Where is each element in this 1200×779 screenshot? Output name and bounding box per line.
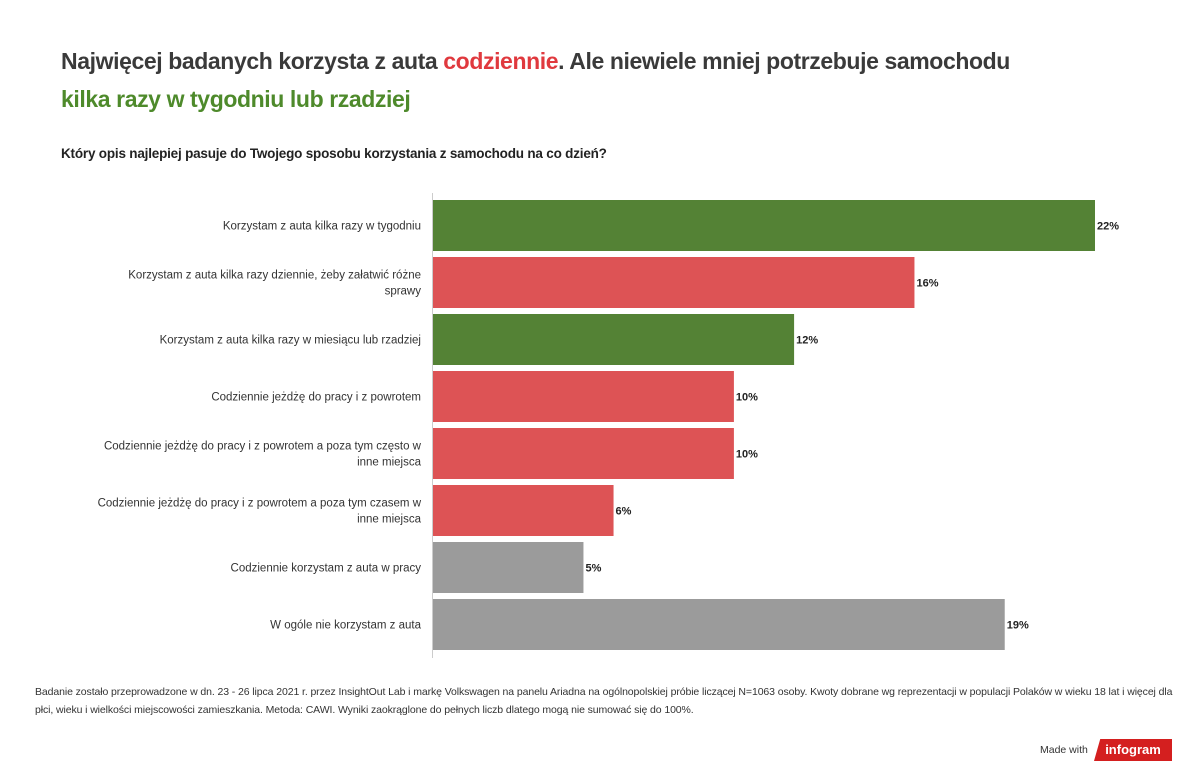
data-label: 16%: [916, 278, 938, 290]
data-label: 10%: [736, 449, 758, 461]
bar: [433, 257, 915, 308]
bar: [433, 371, 734, 422]
bar: [433, 485, 614, 536]
chart-title: Najwięcej badanych korzysta z auta codzi…: [61, 42, 1141, 118]
bar: [433, 200, 1095, 251]
data-label: 12%: [796, 335, 818, 347]
category-label: Korzystam z auta kilka razy w miesiącu l…: [160, 335, 421, 347]
bar: [433, 314, 795, 365]
title-highlight-red: codziennie: [443, 48, 559, 74]
bar: [433, 542, 584, 593]
infogram-logo[interactable]: infogram: [1094, 739, 1172, 761]
title-highlight-green: kilka razy w tygodniu lub rzadziej: [61, 86, 411, 112]
category-label: Korzystam z auta kilka razy w tygodniu: [223, 221, 421, 233]
footnote: Badanie zostało przeprowadzone w dn. 23 …: [35, 686, 1173, 716]
data-label: 5%: [585, 563, 601, 575]
title-text-2: . Ale niewiele mniej potrzebuje samochod…: [558, 48, 1010, 74]
data-label: 19%: [1007, 620, 1029, 632]
category-label: Codziennie jeżdżę do pracy i z powrotem …: [104, 441, 422, 469]
category-label: Codziennie jeżdżę do pracy i z powrotem …: [98, 498, 422, 526]
data-label: 22%: [1097, 221, 1119, 233]
bar: [433, 428, 734, 479]
data-label: 6%: [616, 506, 632, 518]
category-label: Codziennie korzystam z auta w pracy: [231, 563, 422, 575]
category-label: Korzystam z auta kilka razy dziennie, że…: [128, 270, 421, 298]
chart-question: Który opis najlepiej pasuje do Twojego s…: [61, 146, 607, 161]
title-text: Najwięcej badanych korzysta z auta: [61, 48, 444, 74]
data-label: 10%: [736, 392, 758, 404]
category-label: Codziennie jeżdżę do pracy i z powrotem: [211, 392, 421, 404]
category-label: W ogóle nie korzystam z auta: [270, 620, 421, 632]
made-with-label: Made with: [1040, 744, 1088, 756]
bar: [433, 599, 1005, 650]
